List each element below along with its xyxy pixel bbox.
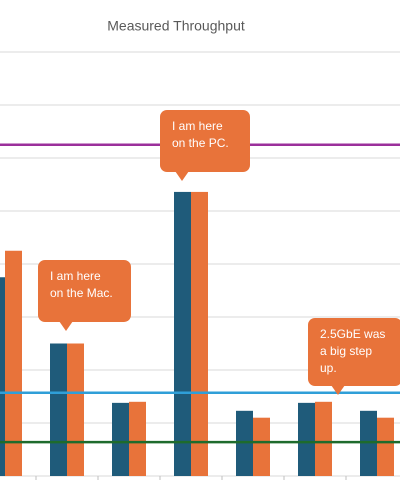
bar xyxy=(67,343,84,476)
bar xyxy=(50,343,67,476)
callout-text: 2.5GbE was xyxy=(320,327,385,341)
callout-text: I am here xyxy=(50,269,101,283)
callout: I am here on the Mac. xyxy=(38,260,131,331)
bar xyxy=(377,417,394,476)
bar xyxy=(315,401,332,476)
callout-box xyxy=(38,260,131,322)
bar xyxy=(253,417,270,476)
bar xyxy=(5,250,22,476)
callout-pointer xyxy=(175,171,189,181)
callout-pointer xyxy=(59,321,73,331)
callout-text: I am here xyxy=(172,119,223,133)
bar xyxy=(236,410,253,476)
bar xyxy=(360,410,377,476)
bar xyxy=(129,401,146,476)
callout-box xyxy=(308,318,400,386)
chart-title: Measured Throughput xyxy=(107,18,245,34)
callout-text: on the Mac. xyxy=(50,286,113,300)
callout-pointer xyxy=(331,385,345,395)
bar xyxy=(0,277,5,476)
callout: I am here on the PC. xyxy=(160,110,250,181)
bar xyxy=(191,191,208,477)
callout-text: a big step xyxy=(320,344,372,358)
bar xyxy=(298,402,315,476)
callout-text: up. xyxy=(320,361,337,375)
callout: 2.5GbE was a big step up. xyxy=(308,318,400,395)
callout-box xyxy=(160,110,250,172)
bar xyxy=(112,402,129,476)
callout-text: on the PC. xyxy=(172,136,229,150)
bar xyxy=(174,191,191,477)
